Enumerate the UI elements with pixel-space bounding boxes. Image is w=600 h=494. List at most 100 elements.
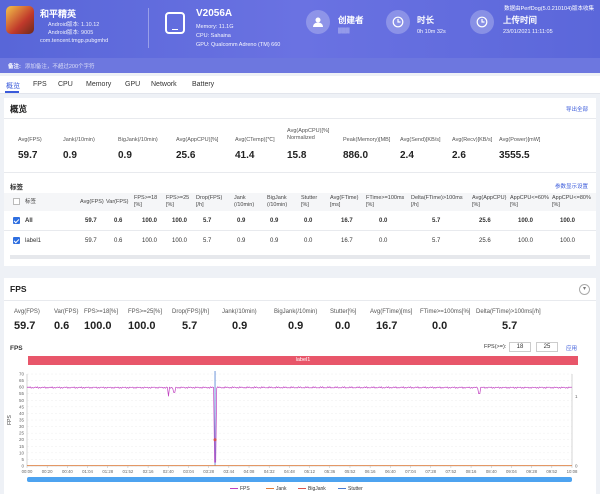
apply-button[interactable]: 应用 bbox=[566, 346, 578, 352]
collector-version-link[interactable]: 数据由PerfDog(5.0.210104)版本收集 bbox=[504, 6, 594, 12]
legend-swatch bbox=[266, 487, 274, 490]
table-cell: 5.7 bbox=[203, 238, 212, 244]
table-cell: 59.7 bbox=[85, 218, 97, 224]
table-cell: 100.0 bbox=[172, 238, 188, 244]
tab-fps[interactable]: FPS bbox=[33, 81, 47, 88]
metric-value: 0.6 bbox=[54, 320, 70, 332]
tab-network[interactable]: Network bbox=[151, 81, 177, 88]
column-header: BigJank (/10min) bbox=[267, 195, 288, 208]
metric-value: 100.0 bbox=[84, 320, 112, 332]
divider bbox=[4, 300, 596, 301]
header-divider bbox=[148, 8, 149, 48]
metric-value: 0.0 bbox=[335, 320, 351, 332]
param-settings-link[interactable]: 参数显示设置 bbox=[554, 184, 588, 190]
tab-memory[interactable]: Memory bbox=[86, 81, 112, 88]
metric-label: Stutter[%] bbox=[330, 309, 357, 315]
column-header: AppCPU<=80% [%] bbox=[552, 195, 591, 208]
column-header: FTime>=100ms [%] bbox=[366, 195, 405, 208]
table-cell: 0.9 bbox=[237, 238, 246, 244]
table-cell: 0.6 bbox=[114, 218, 123, 224]
note-input[interactable]: 添加备注，不超过200个字符 bbox=[24, 64, 95, 70]
creator-label: 创建者 bbox=[338, 15, 364, 25]
column-header: Stutter [%] bbox=[301, 195, 318, 208]
metric-label: Drop(FPS)[/h] bbox=[172, 309, 210, 315]
tab-overview[interactable]: 概览 bbox=[6, 83, 20, 90]
legend-label: FPS bbox=[240, 486, 250, 492]
table-cell: 0.6 bbox=[114, 238, 123, 244]
phone-icon bbox=[165, 12, 185, 34]
column-header: Avg(AppCPU) [%] bbox=[472, 195, 507, 208]
row-checkbox[interactable] bbox=[13, 237, 20, 244]
column-header: FPS>=25 [%] bbox=[166, 195, 190, 208]
table-cell: 100.0 bbox=[560, 238, 576, 244]
metric-value: 0.9 bbox=[232, 320, 248, 332]
legend-swatch bbox=[298, 487, 306, 490]
select-all-checkbox[interactable] bbox=[13, 198, 20, 205]
metric-label: Var(FPS) bbox=[54, 309, 79, 315]
tab-gpu[interactable]: GPU bbox=[125, 81, 141, 88]
table-cell: 0.9 bbox=[237, 218, 246, 224]
table-cell: 100.0 bbox=[518, 238, 534, 244]
report-header: 和平精英 Android版本: 1.10.12 Android版本: 9005 … bbox=[0, 0, 600, 58]
legend-fps[interactable]: FPS bbox=[230, 486, 250, 492]
collapse-icon[interactable]: ▾ bbox=[579, 284, 590, 295]
overview-panel: 概览 导出全部 Avg(FPS) 59.7 Jank(/10min) 0.9 B… bbox=[4, 98, 596, 266]
device-cpu: CPU: Sahaina bbox=[196, 33, 231, 39]
metric-value: 0.9 bbox=[63, 150, 77, 161]
row-checkbox[interactable] bbox=[13, 217, 20, 224]
upload-value: 23/01/2021 11:11:05 bbox=[503, 29, 553, 35]
app-package: com.tencent.tmgp.pubgmhd bbox=[40, 38, 109, 44]
fps-threshold-input-2[interactable]: 25 bbox=[536, 342, 558, 352]
table-cell: 5.7 bbox=[203, 218, 212, 224]
metric-value: 100.0 bbox=[128, 320, 156, 332]
table-cell: 0.0 bbox=[304, 218, 313, 224]
label-band[interactable]: label1 bbox=[28, 356, 578, 365]
note-bar[interactable]: 备注: 添加备注，不超过200个字符 bbox=[0, 58, 600, 73]
metric-label: FTime>=100ms[%] bbox=[420, 309, 471, 315]
table-horizontal-scrollbar[interactable] bbox=[10, 255, 590, 259]
table-cell: 0.0 bbox=[379, 218, 388, 224]
time-range-slider[interactable] bbox=[27, 477, 572, 482]
export-all-button[interactable]: 导出全部 bbox=[565, 107, 588, 113]
table-cell: 59.7 bbox=[85, 238, 97, 244]
table-cell: 0.9 bbox=[270, 218, 279, 224]
column-header: Jank (/10min) bbox=[234, 195, 255, 208]
metric-label: Jank(/10min) bbox=[222, 309, 257, 315]
label-section-title: 标签 bbox=[10, 184, 23, 191]
app-version: Android版本: 1.10.12 bbox=[48, 22, 100, 28]
legend-stutter[interactable]: Stutter bbox=[338, 486, 363, 492]
metric-value: 0.9 bbox=[118, 150, 132, 161]
legend-jank[interactable]: Jank bbox=[266, 486, 287, 492]
divider bbox=[4, 172, 596, 173]
table-cell: 100.0 bbox=[172, 218, 188, 224]
app-build: Android版本: 9005 bbox=[48, 30, 94, 36]
column-header: Avg(FTime) [ms] bbox=[330, 195, 359, 208]
divider bbox=[4, 230, 596, 231]
metric-label: Avg(FPS) bbox=[18, 137, 42, 143]
table-cell: 0.0 bbox=[304, 238, 313, 244]
metric-value: 59.7 bbox=[14, 320, 36, 332]
tab-battery[interactable]: Battery bbox=[192, 81, 215, 88]
column-header: Avg(FPS) bbox=[80, 199, 104, 205]
column-header: Drop(FPS) [/h] bbox=[196, 195, 223, 208]
table-cell: 100.0 bbox=[142, 238, 158, 244]
column-header: 标签 bbox=[25, 199, 37, 205]
metric-value: 15.8 bbox=[287, 150, 307, 161]
tab-bar: 概览 FPS CPU Memory GPU Network Battery bbox=[0, 76, 600, 94]
metric-label: Avg(FTime)[ms] bbox=[370, 309, 413, 315]
column-header: FPS>=18 [%] bbox=[134, 195, 158, 208]
active-tab-indicator bbox=[5, 91, 19, 93]
app-icon bbox=[6, 6, 34, 34]
metric-value: 3555.5 bbox=[499, 150, 530, 161]
device-name: V2056A bbox=[196, 8, 233, 19]
row-label: All bbox=[25, 218, 33, 224]
legend-bigjank[interactable]: BigJank bbox=[298, 486, 326, 492]
fps-panel-title: FPS bbox=[10, 284, 27, 294]
tab-cpu[interactable]: CPU bbox=[58, 81, 73, 88]
fps-filter-label: FPS(>=): bbox=[484, 344, 507, 350]
table-cell: 100.0 bbox=[560, 218, 576, 224]
row-label: label1 bbox=[25, 238, 42, 244]
divider bbox=[4, 118, 596, 119]
table-cell: 16.7 bbox=[341, 238, 353, 244]
fps-threshold-input-1[interactable]: 18 bbox=[509, 342, 531, 352]
